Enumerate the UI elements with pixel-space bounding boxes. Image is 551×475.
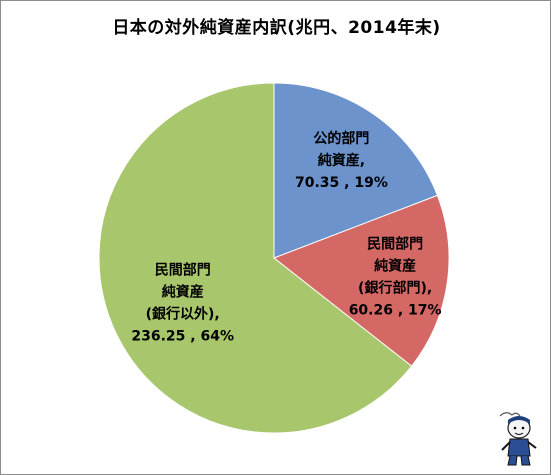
- data-label-text-0: 純資産,: [318, 152, 365, 169]
- pie-slice-0: [273, 82, 439, 259]
- data-label-text-2: 民間部門: [155, 261, 211, 278]
- data-label-text-2: (銀行以外),: [146, 305, 220, 322]
- data-label-text-1: 純資産: [374, 257, 416, 274]
- data-label-text-0: 公的部門: [313, 130, 369, 147]
- data-label-value-1: 60.26 , 17%: [349, 302, 442, 318]
- data-label-value-2: 236.25 , 64%: [131, 328, 234, 344]
- mascot-icon: [499, 412, 537, 466]
- data-label-text-2: 純資産: [162, 283, 204, 300]
- pie-slice-1: [272, 194, 450, 367]
- chart-title: 日本の対外純資産内訳(兆円、2014年末): [112, 18, 441, 38]
- data-label-text-1: (銀行部門),: [358, 279, 432, 296]
- data-label-text-1: 民間部門: [367, 235, 423, 252]
- data-label-value-0: 70.35 , 19%: [295, 175, 388, 191]
- pie-slice-2: [98, 82, 413, 434]
